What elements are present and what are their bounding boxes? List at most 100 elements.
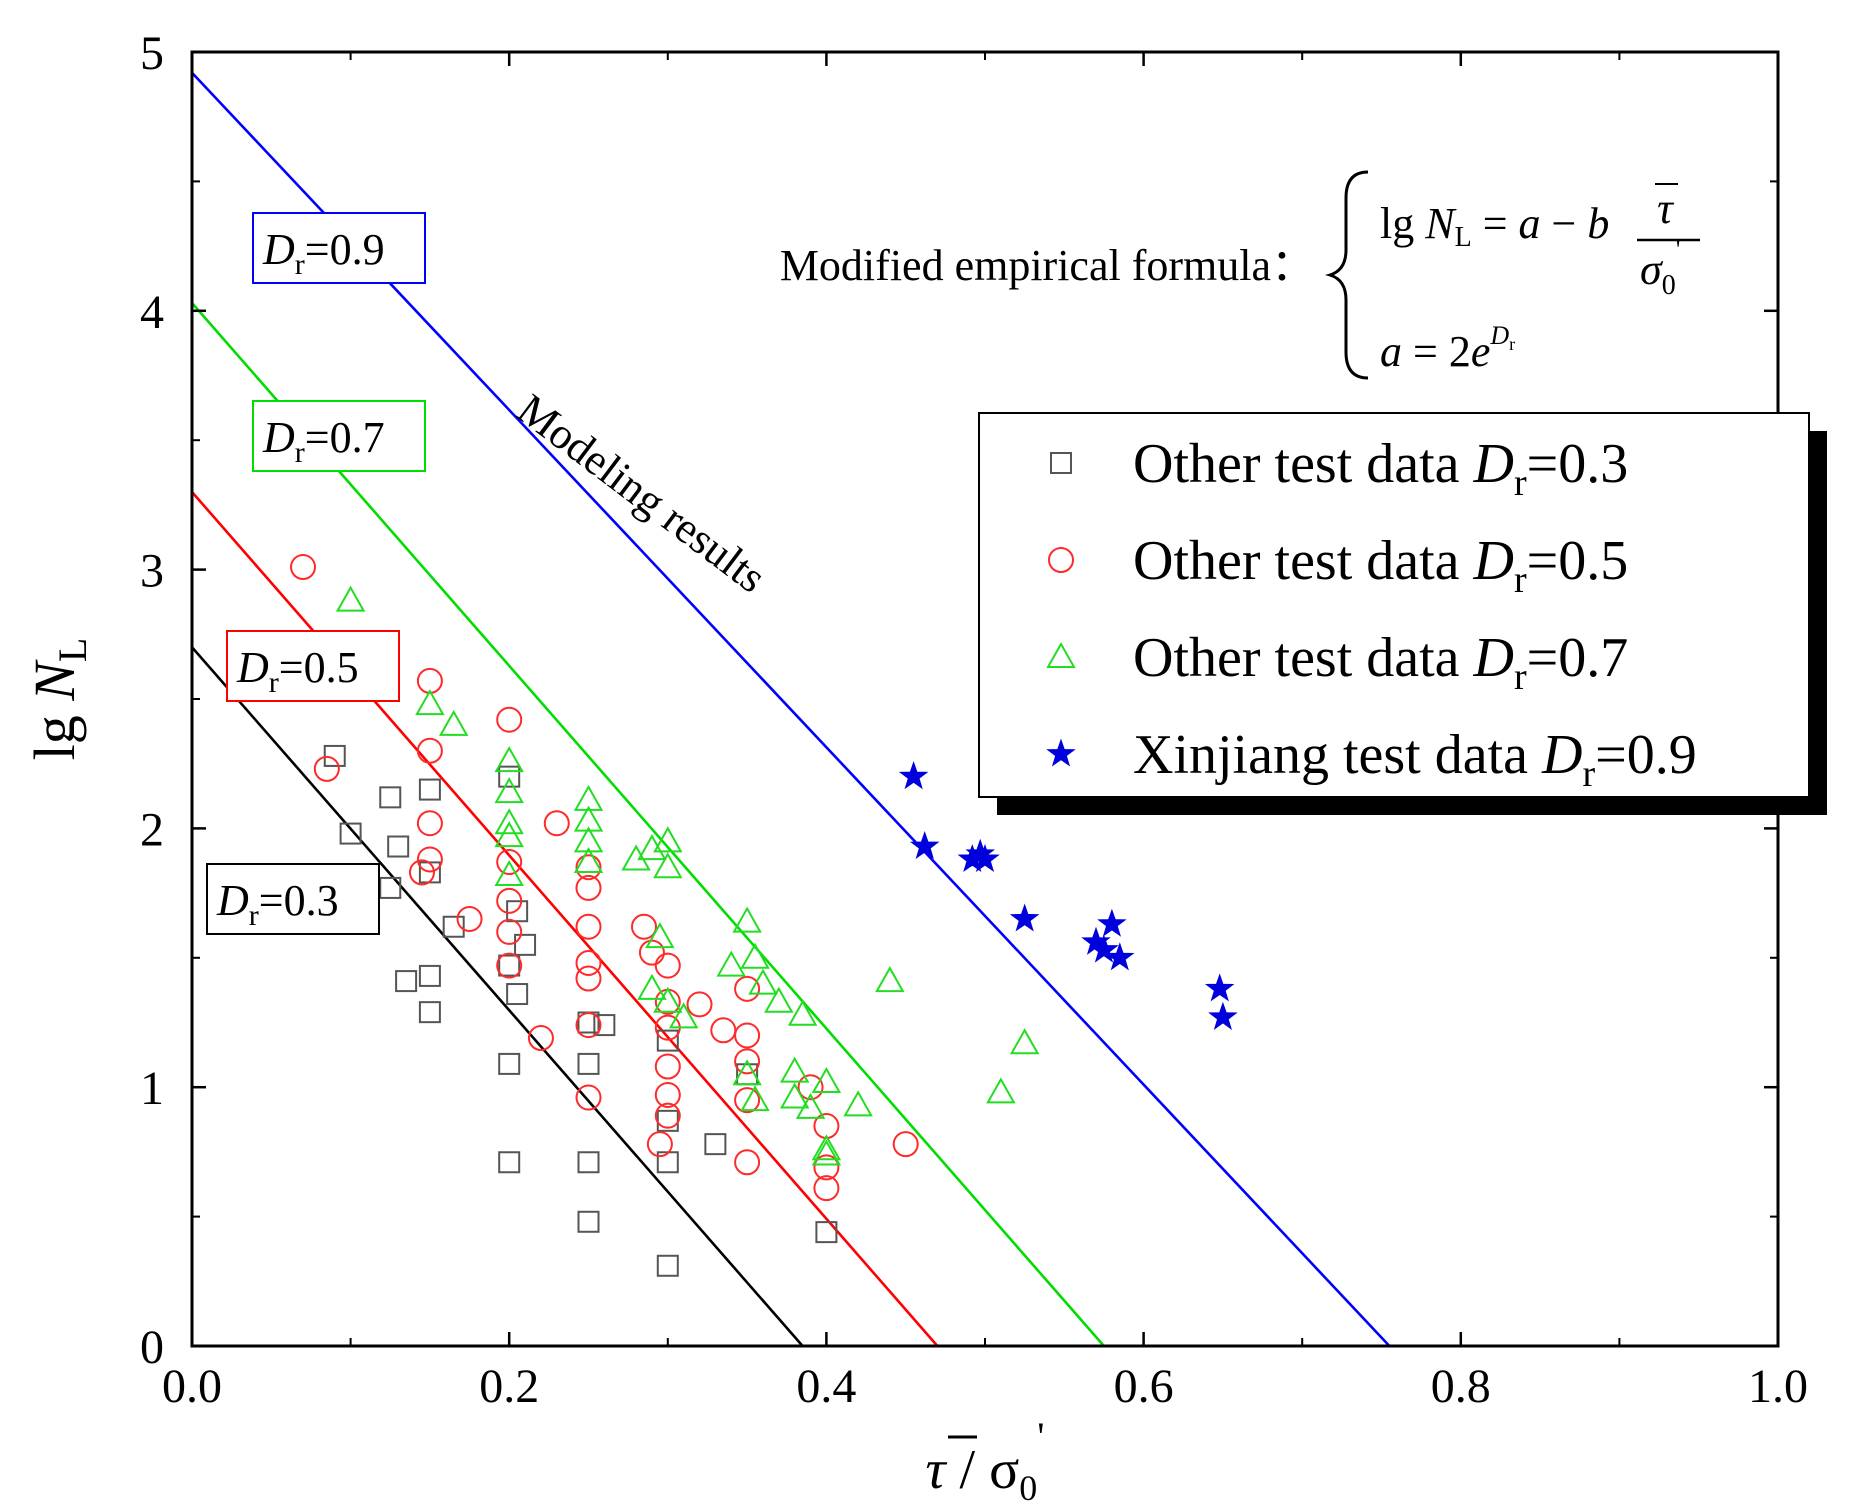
line-label-value: =0.7 <box>305 413 385 462</box>
point-s07 <box>986 1077 1016 1104</box>
point-s05 <box>496 952 523 979</box>
point-s05 <box>813 1175 840 1202</box>
formula-b: b <box>1587 199 1609 248</box>
point-s03 <box>656 1254 679 1277</box>
point-s03 <box>379 786 402 809</box>
legend-text-sub: r <box>1514 656 1527 698</box>
point-s07 <box>645 922 675 949</box>
point-s07 <box>637 973 667 1000</box>
point-s07 <box>732 906 762 933</box>
point-s07 <box>1009 1028 1040 1055</box>
point-s09 <box>1105 942 1135 971</box>
y-axis-title: lg NL <box>22 638 95 761</box>
point-s05 <box>734 975 761 1002</box>
point-s07 <box>494 746 524 773</box>
point-s05 <box>575 913 602 940</box>
legend-text-value: =0.9 <box>1595 724 1697 786</box>
point-s03 <box>506 983 529 1006</box>
point-s07 <box>637 834 667 861</box>
point-s05 <box>734 1048 761 1075</box>
legend-text-s09: Xinjiang test data Dr=0.9 <box>1133 724 1697 795</box>
point-s07 <box>573 805 604 832</box>
point-s07 <box>335 585 366 612</box>
formula-var: N <box>1424 199 1457 248</box>
line-label-box <box>226 630 400 702</box>
legend-text-main: Other test data <box>1133 530 1474 592</box>
legend-text-value: =0.5 <box>1527 530 1629 592</box>
point-s03 <box>418 778 441 801</box>
y-axis-title-sub: L <box>50 638 95 662</box>
legend-text-main: Other test data <box>1133 433 1474 495</box>
legend-text-sub: r <box>1514 559 1527 601</box>
legend-text-var: D <box>1473 530 1514 592</box>
point-s07 <box>748 968 778 995</box>
line-label-sub: r <box>249 899 259 932</box>
point-s07 <box>779 1056 810 1083</box>
formula-den: σ0' <box>1640 235 1680 301</box>
point-s05 <box>416 810 443 837</box>
point-s07 <box>811 1066 842 1094</box>
point-s05 <box>686 991 713 1018</box>
line-label-var: D <box>216 876 249 925</box>
line-label-value: =0.3 <box>259 876 339 925</box>
point-s03 <box>379 876 402 899</box>
point-s05 <box>654 1081 681 1108</box>
legend-marker-s07 <box>1046 641 1076 668</box>
point-s07 <box>494 777 524 804</box>
formula-brace <box>1324 170 1369 380</box>
point-s05 <box>646 1131 673 1158</box>
line-label-dr-0-9: Dr=0.9 <box>252 212 426 284</box>
y-tick-label: 4 <box>140 286 164 339</box>
point-s03 <box>387 835 410 858</box>
point-s03 <box>815 1221 838 1244</box>
formula: Modified empirical formula： lg NL = a − b… <box>780 170 1700 380</box>
y-axis-title-lg: lg <box>22 701 87 761</box>
x-tick-label: 0.0 <box>162 1360 222 1413</box>
point-s05 <box>892 1131 919 1158</box>
point-s09 <box>970 843 1000 873</box>
line-label-sub: r <box>295 436 305 469</box>
point-s09 <box>1208 1001 1238 1030</box>
point-s07 <box>438 709 469 736</box>
point-s05 <box>734 1149 761 1176</box>
line-label-value: =0.9 <box>305 225 385 274</box>
point-s03 <box>704 1133 727 1156</box>
legend-text-s07: Other test data Dr=0.7 <box>1133 627 1628 698</box>
point-s05 <box>496 918 523 945</box>
point-s03 <box>498 1052 521 1075</box>
line-label-var: D <box>262 225 295 274</box>
legend-text-var: D <box>1541 724 1582 786</box>
point-s05 <box>631 913 658 940</box>
point-s05 <box>408 859 435 886</box>
fit-line-dr-0-7 <box>191 302 1105 1347</box>
x-tick-label: 0.4 <box>796 1360 856 1413</box>
point-s05 <box>496 887 523 914</box>
x-tick-label: 1.0 <box>1748 1360 1808 1413</box>
series-s05 <box>290 554 919 1202</box>
legend-marker-s05 <box>1048 547 1074 573</box>
legend-marker-s09 <box>1046 738 1076 767</box>
point-s05 <box>456 905 483 932</box>
point-s07 <box>716 950 746 977</box>
y-tick-label: 0 <box>140 1321 164 1374</box>
point-s05 <box>710 1017 737 1044</box>
point-s05 <box>543 810 570 837</box>
point-s07 <box>740 942 770 969</box>
point-s07 <box>415 689 445 716</box>
line-label-text: Dr=0.3 <box>216 876 339 932</box>
x-tick-label: 0.8 <box>1431 1360 1491 1413</box>
formula-label: Modified empirical formula： <box>780 241 1315 290</box>
formula2-a: a <box>1380 327 1402 376</box>
point-s05 <box>638 939 665 966</box>
point-s03 <box>506 900 529 923</box>
y-tick-label: 2 <box>140 803 164 856</box>
legend-marker-s03 <box>1050 452 1072 474</box>
line-label-box <box>252 400 426 472</box>
series-s09 <box>898 761 1238 1030</box>
legend-box <box>978 412 1810 798</box>
point-s03 <box>514 933 537 956</box>
point-s05 <box>416 737 443 764</box>
point-s05 <box>313 755 340 782</box>
point-s09 <box>898 761 929 790</box>
line-label-box <box>252 212 426 284</box>
